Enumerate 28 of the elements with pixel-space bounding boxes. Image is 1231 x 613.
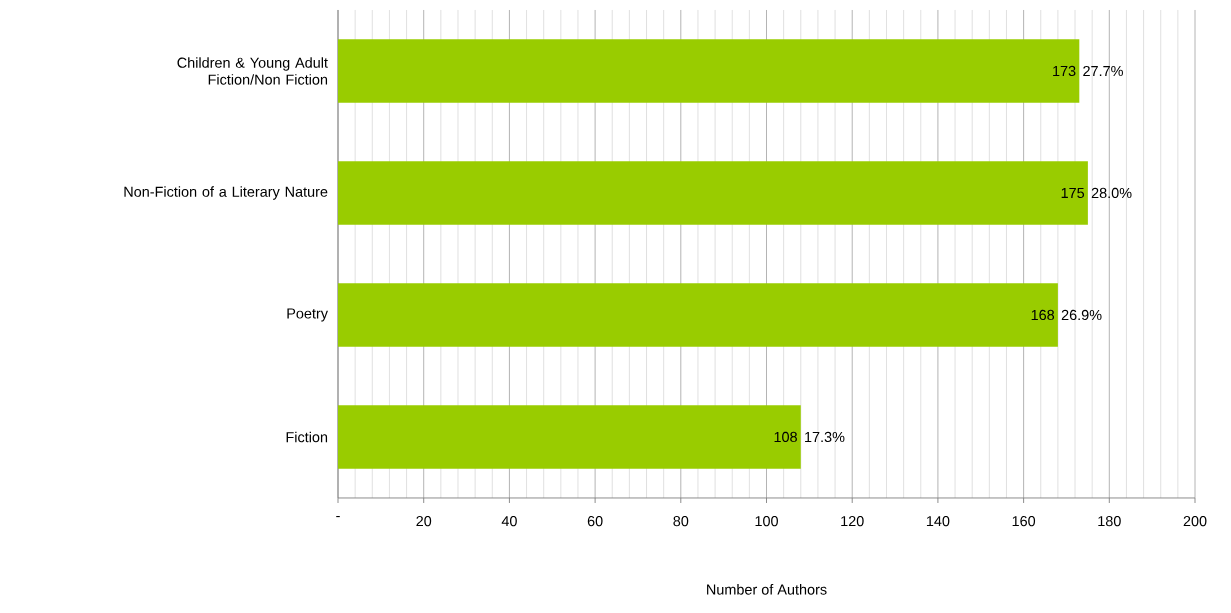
annotation: 26.9% [1061,309,1102,321]
annotation: 17.3% [805,431,845,443]
bar [338,161,1088,225]
data-label: 173 [1053,65,1076,77]
x-tick-label: 200 [1183,515,1207,527]
x-tick-label: 100 [755,515,778,527]
annotation: 28.0% [1091,187,1132,199]
bar [338,405,801,469]
bar [338,283,1058,347]
x-tick-label: 20 [416,515,432,527]
y-tick-label: Poetry [287,308,328,322]
y-tick-label: Fiction [286,431,328,443]
x-tick-label: 140 [926,515,950,527]
x-tick-label: 180 [1098,515,1121,527]
x-tick-label: 40 [501,515,517,527]
y-tick-label: Children & Young Adult Fiction/Non Fiction [177,57,328,85]
x-tick-label: 160 [1012,515,1036,527]
data-label: 168 [1031,309,1055,321]
x-tick-label: 80 [673,515,689,527]
data-label: 175 [1061,187,1085,199]
data-label: 108 [774,431,797,443]
y-tick-label: Non-Fiction of a Literary Nature [124,186,328,200]
x-tick-label: 60 [587,515,603,527]
annotation: 27.7% [1083,65,1123,77]
x-axis-title: Number of Authors [707,584,827,595]
x-tick-label: 120 [841,515,864,527]
bar [338,39,1080,103]
x-tick-label: - [336,516,340,518]
